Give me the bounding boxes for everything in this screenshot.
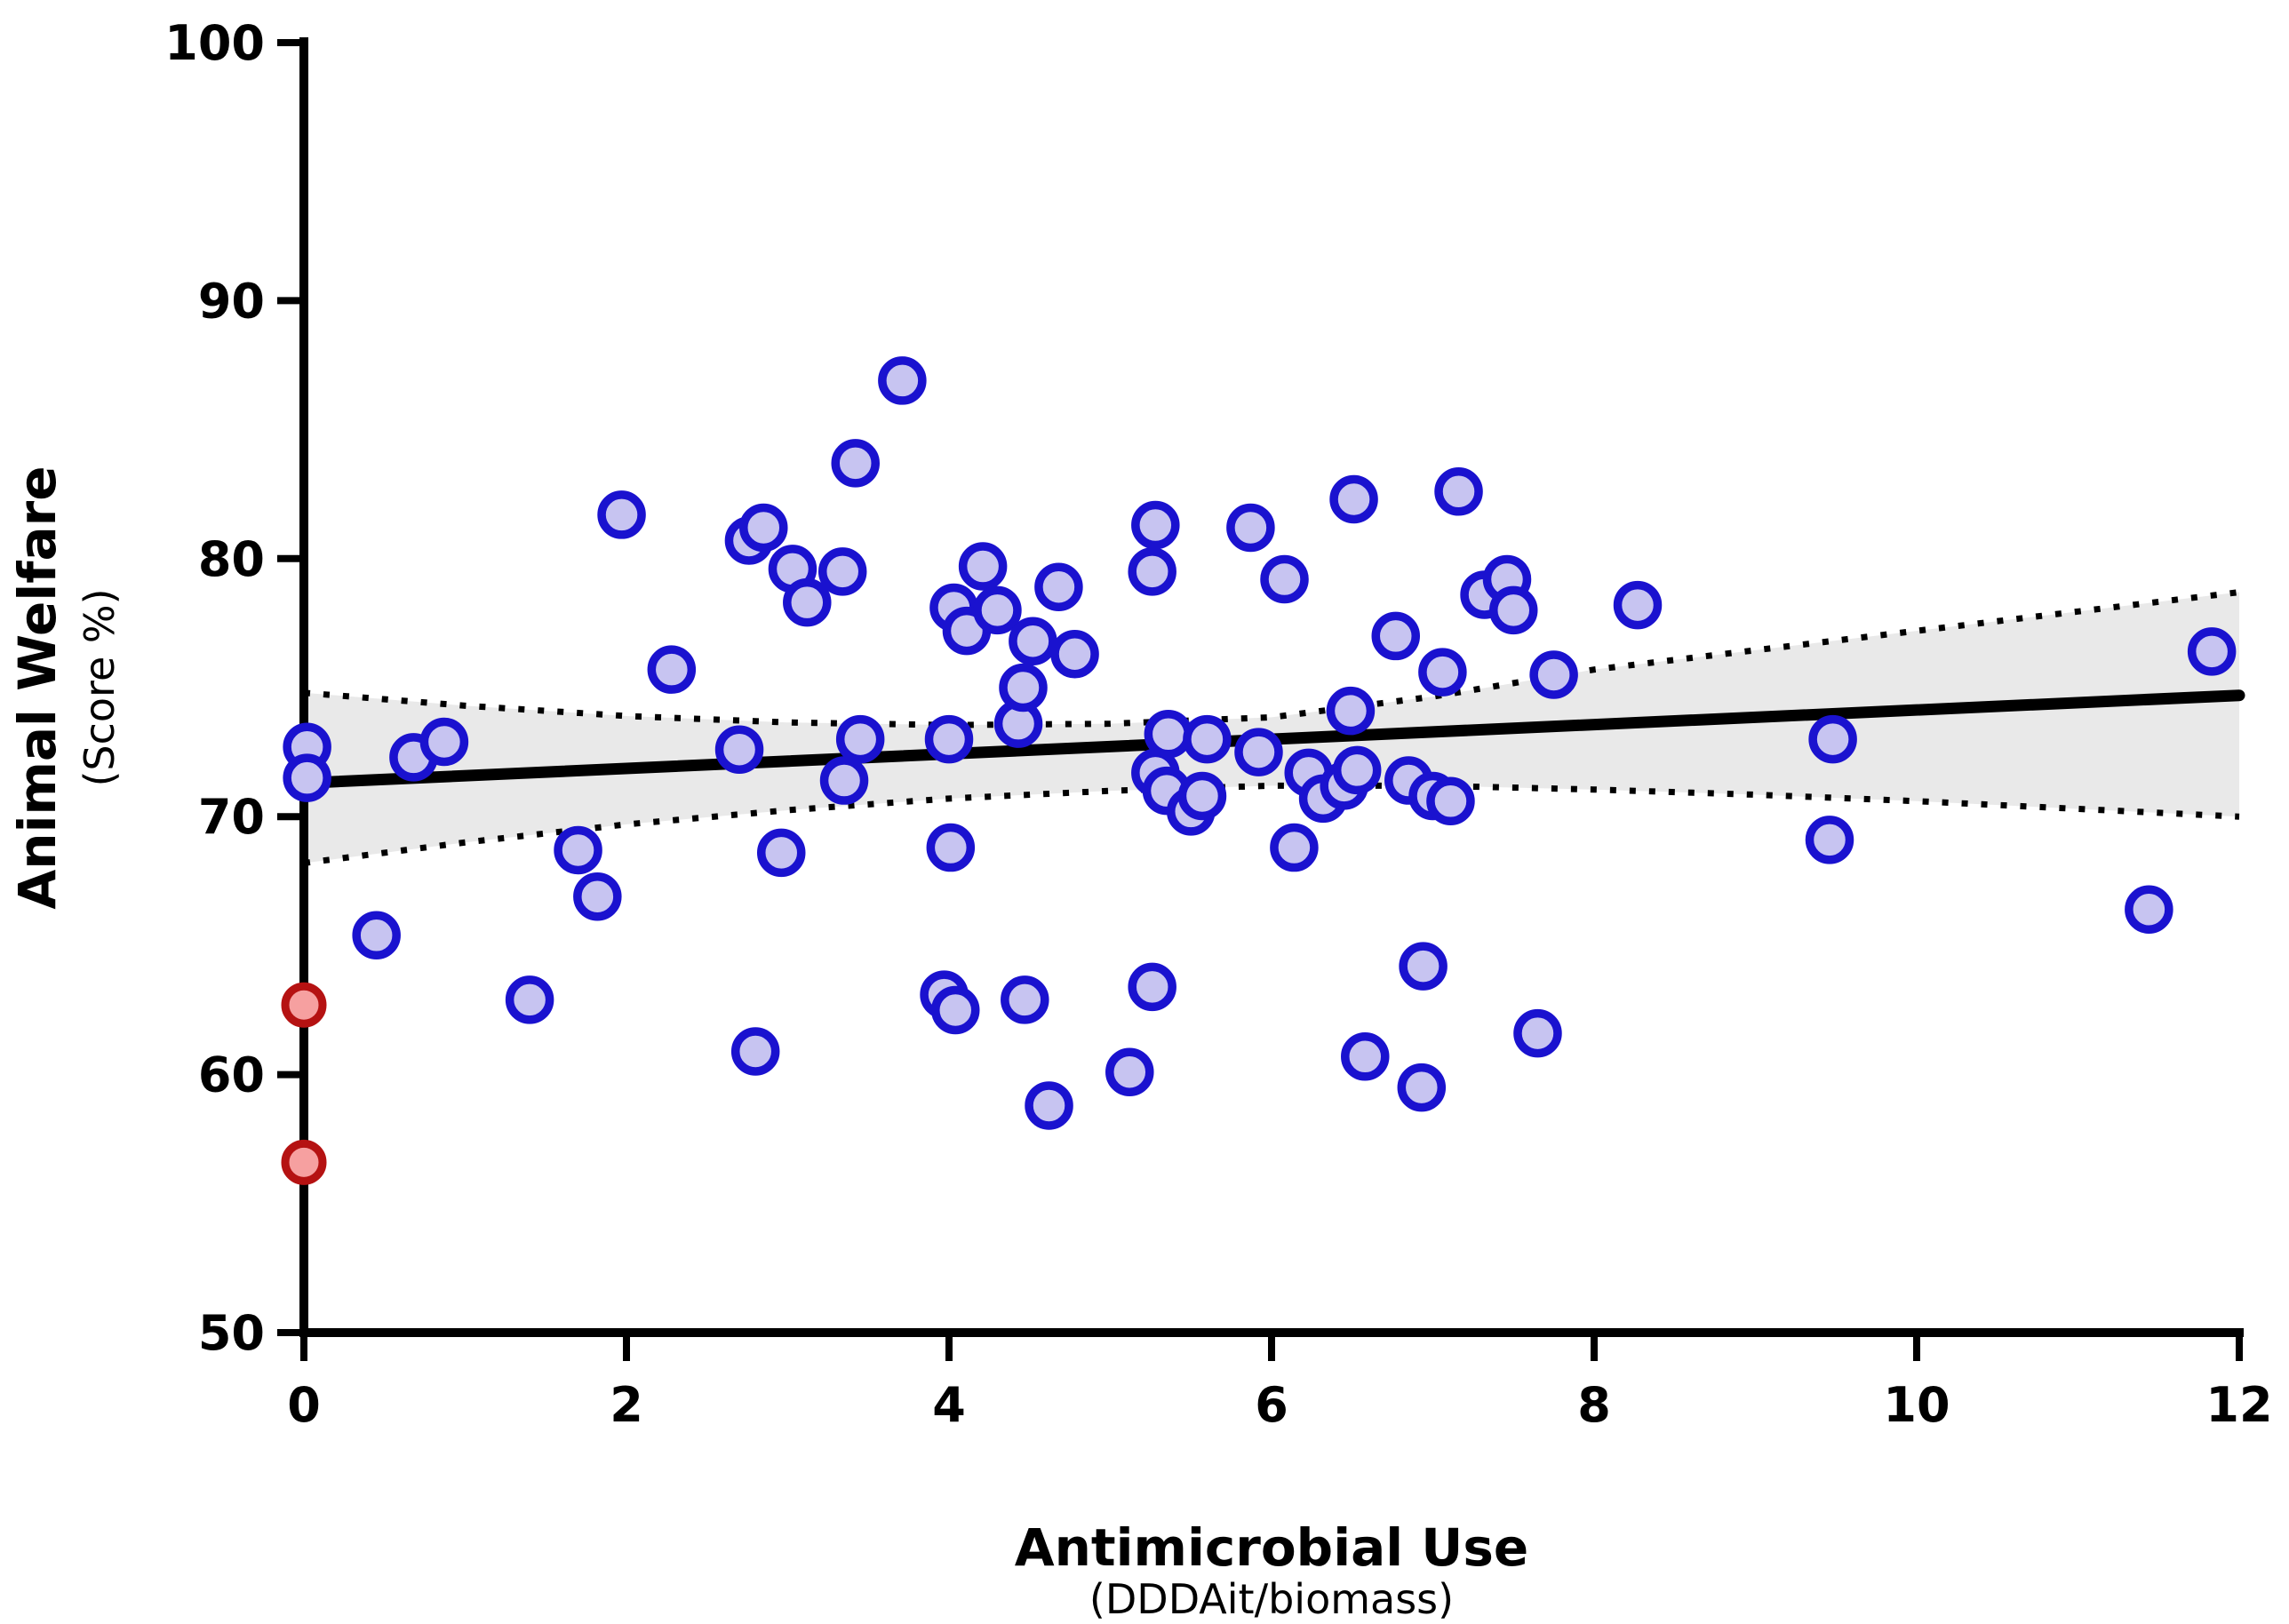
data-point <box>554 825 602 875</box>
data-point <box>931 985 980 1035</box>
y-tick-label: 90 <box>198 273 265 329</box>
zero-amu-data-point <box>281 1139 327 1185</box>
x-tick-label: 0 <box>287 1377 321 1433</box>
data-point <box>1177 771 1227 821</box>
data-point <box>1034 562 1083 611</box>
x-tick-label: 6 <box>1255 1377 1288 1433</box>
data-point <box>1489 585 1538 635</box>
data-point <box>1341 1032 1390 1081</box>
data-point <box>1434 467 1483 516</box>
x-axis-title: Antimicrobial Use <box>1015 1517 1529 1578</box>
x-tick-label: 8 <box>1577 1377 1611 1433</box>
data-point <box>573 872 622 921</box>
y-tick-label: 50 <box>198 1305 265 1361</box>
ticks-layer: 50 60 70 80 90 100 0 2 4 6 8 10 12 <box>164 15 2272 1433</box>
data-point <box>1144 710 1193 759</box>
data-point <box>783 577 832 627</box>
y-tick-label: 60 <box>198 1047 265 1103</box>
data-point <box>924 714 974 764</box>
data-point <box>2125 885 2173 934</box>
data-point <box>818 547 867 596</box>
data-point <box>739 503 788 553</box>
y-tick-label: 80 <box>198 531 265 587</box>
data-point <box>1128 962 1176 1012</box>
data-point <box>1270 823 1319 872</box>
data-point <box>1326 686 1376 736</box>
data-point <box>756 828 806 878</box>
data-point <box>1009 617 1057 665</box>
data-point <box>714 725 764 774</box>
y-axis-subtitle: (Score %) <box>76 588 124 786</box>
data-point <box>958 542 1008 591</box>
data-point <box>1329 474 1378 524</box>
data-point <box>1183 714 1232 764</box>
data-point <box>999 663 1048 712</box>
data-point <box>831 439 880 488</box>
x-axis-subtitle: (DDDAit/biomass) <box>1089 1575 1454 1623</box>
x-tick-label: 4 <box>932 1377 966 1433</box>
points-layer <box>281 356 2237 1185</box>
data-point <box>1025 1081 1073 1130</box>
data-point <box>835 714 885 764</box>
data-point <box>1399 942 1448 991</box>
data-point <box>1234 728 1283 776</box>
x-tick-label: 12 <box>2205 1377 2272 1433</box>
confidence-band-layer <box>303 589 2240 866</box>
data-point <box>1001 975 1049 1024</box>
data-point <box>1397 1063 1447 1112</box>
y-tick-label: 100 <box>164 15 265 71</box>
data-point <box>926 823 976 872</box>
x-tick-label: 10 <box>1883 1377 1950 1433</box>
data-point <box>1808 714 1857 764</box>
data-point <box>1426 776 1475 826</box>
data-point <box>819 756 869 805</box>
data-point <box>1226 503 1275 553</box>
data-point <box>647 645 697 694</box>
data-point <box>878 356 927 405</box>
data-point <box>1128 547 1176 596</box>
confidence-band <box>304 592 2239 864</box>
data-point <box>1805 816 1854 864</box>
y-tick-label: 70 <box>198 789 265 845</box>
data-point <box>2187 627 2237 676</box>
data-point <box>1513 1008 1562 1058</box>
data-point <box>352 911 401 960</box>
data-point <box>1529 650 1578 699</box>
zero-amu-data-point <box>281 982 327 1028</box>
data-point <box>1050 629 1099 679</box>
data-point <box>283 753 331 802</box>
data-point <box>973 585 1022 635</box>
data-point <box>1131 500 1180 550</box>
data-point <box>1105 1047 1154 1096</box>
data-point <box>597 490 646 539</box>
data-point <box>505 975 554 1024</box>
data-point <box>730 1027 780 1076</box>
data-point <box>1613 580 1663 630</box>
data-point <box>1418 648 1467 697</box>
y-axis-title: Animal Welfare <box>7 466 68 909</box>
data-point <box>1332 745 1382 795</box>
x-tick-label: 2 <box>610 1377 643 1433</box>
data-point <box>1371 611 1421 661</box>
data-point <box>419 717 469 767</box>
data-point <box>1260 554 1309 604</box>
